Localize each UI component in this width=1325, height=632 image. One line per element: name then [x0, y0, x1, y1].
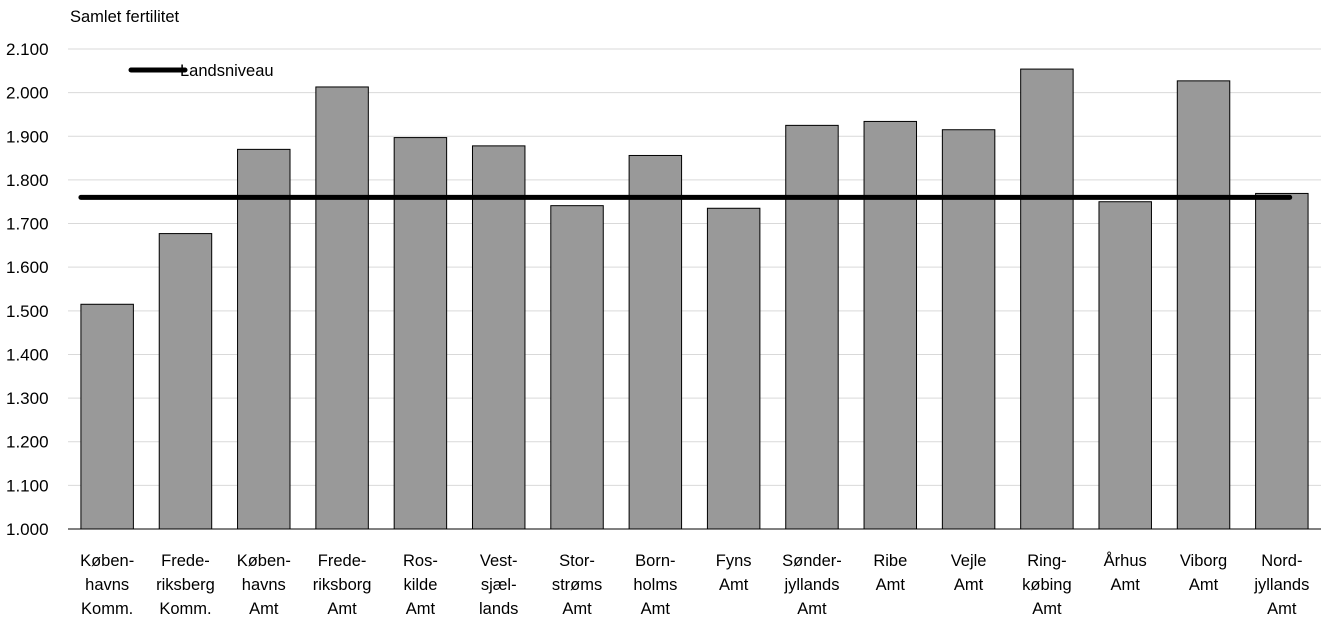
y-tick-label: 2.000: [6, 84, 49, 103]
bar: [941, 129, 996, 530]
category-label: Frede-riksborg Amt: [313, 552, 372, 618]
category-label-line: havns: [85, 576, 129, 594]
category-label-line: Amt: [797, 600, 827, 618]
category-label: Ribe Amt: [873, 552, 907, 594]
category-label-line: Frede-: [161, 552, 210, 570]
category-label: Viborg Amt: [1180, 552, 1227, 594]
category-label-line: jyllands: [1253, 576, 1309, 594]
category-label-line: Amt: [249, 600, 279, 618]
category-label-line: Amt: [1111, 576, 1141, 594]
category-label: Ros-kilde Amt: [403, 552, 438, 618]
category-label: Nord-jyllands Amt: [1253, 552, 1309, 618]
y-tick-label: 1.700: [6, 215, 49, 234]
category-label-line: Århus: [1104, 551, 1147, 570]
category-label: Stor-strøms Amt: [552, 552, 602, 618]
bar: [706, 207, 761, 530]
category-label-line: holms: [633, 576, 677, 594]
bar: [393, 137, 448, 530]
bar: [315, 86, 369, 530]
category-label-line: Komm.: [159, 600, 211, 618]
category-label: Ring-købing Amt: [1022, 552, 1072, 618]
category-label-line: Ring-: [1027, 552, 1066, 570]
bar: [80, 303, 134, 530]
category-label-line: Amt: [719, 576, 749, 594]
category-label-line: jyllands: [783, 576, 839, 594]
y-tick-label: 1.300: [6, 389, 49, 408]
category-label-line: Vest-: [480, 552, 518, 570]
category-label-line: Amt: [1032, 600, 1062, 618]
category-label-line: købing: [1022, 576, 1072, 594]
category-label-line: kilde: [403, 576, 437, 594]
category-label-line: Køben-: [237, 552, 291, 570]
category-labels: Køben-havns Komm.Frede-riksberg Komm.Køben…: [80, 551, 1309, 618]
category-label-line: Sønder-: [782, 552, 842, 570]
category-label-line: Ros-: [403, 552, 438, 570]
y-tick-label: 1.900: [6, 127, 49, 146]
bars: [80, 68, 1309, 530]
category-label-line: sjæl-: [481, 576, 517, 594]
category-label-line: Køben-: [80, 552, 134, 570]
y-tick-label: 1.400: [6, 345, 49, 364]
category-label-line: Viborg: [1180, 552, 1227, 570]
y-tick-label: 2.100: [6, 40, 49, 59]
category-label-line: Nord-: [1261, 552, 1302, 570]
y-tick-labels: 1.000 1.100 1.200 1.300 1.400 1.500 1.600 1.700…: [6, 40, 49, 539]
legend-label: Landsniveau: [180, 62, 274, 80]
y-tick-label: 1.000: [6, 520, 49, 539]
category-label: Århus Amt: [1104, 551, 1147, 594]
category-label: Fyns Amt: [716, 552, 752, 594]
category-label: Køben-havns Komm.: [80, 552, 134, 618]
bar: [237, 148, 291, 530]
y-tick-label: 1.500: [6, 302, 49, 321]
category-label-line: Komm.: [81, 600, 133, 618]
bar: [1020, 68, 1074, 530]
category-label-line: strøms: [552, 576, 602, 594]
bar: [550, 205, 604, 530]
category-label: Køben-havns Amt: [237, 552, 291, 618]
y-tick-label: 1.200: [6, 433, 49, 452]
bar: [863, 120, 918, 530]
category-label-line: Born-: [635, 552, 675, 570]
legend-background: [112, 58, 308, 92]
bar: [1255, 192, 1309, 530]
bar: [785, 124, 839, 530]
category-label: Sønder-jyllands Amt: [782, 552, 842, 618]
category-label-line: lands: [479, 600, 518, 618]
category-label-line: havns: [242, 576, 286, 594]
category-label-line: Amt: [876, 576, 906, 594]
bar: [628, 154, 683, 530]
bar: [158, 233, 213, 530]
category-label-line: Ribe: [873, 552, 907, 570]
category-label-line: Amt: [954, 576, 984, 594]
y-tick-label: 1.100: [6, 476, 49, 495]
y-tick-label: 1.800: [6, 171, 49, 190]
category-label: Vest-sjæl-lands: [479, 552, 518, 618]
category-label-line: Frede-: [318, 552, 367, 570]
bar: [471, 145, 526, 530]
category-label: Vejle Amt: [951, 552, 987, 594]
category-label-line: Amt: [1267, 600, 1297, 618]
y-tick-label: 1.600: [6, 258, 49, 277]
legend: Landsniveau: [112, 58, 308, 92]
category-label-line: Fyns: [716, 552, 752, 570]
category-label-line: Amt: [641, 600, 671, 618]
category-label-line: Amt: [406, 600, 436, 618]
category-label-line: Amt: [1189, 576, 1219, 594]
category-label-line: riksborg: [313, 576, 372, 594]
category-label-line: Vejle: [951, 552, 987, 570]
y-axis-label: Samlet fertilitet: [70, 8, 180, 26]
category-label: Frede-riksberg Komm.: [156, 552, 215, 618]
category-label-line: Stor-: [559, 552, 595, 570]
bar: [1176, 80, 1231, 530]
category-label-line: riksberg: [156, 576, 215, 594]
category-label-line: Amt: [327, 600, 357, 618]
category-label-line: Amt: [562, 600, 592, 618]
category-label: Born-holms Amt: [633, 552, 677, 618]
bar: [1098, 201, 1152, 530]
